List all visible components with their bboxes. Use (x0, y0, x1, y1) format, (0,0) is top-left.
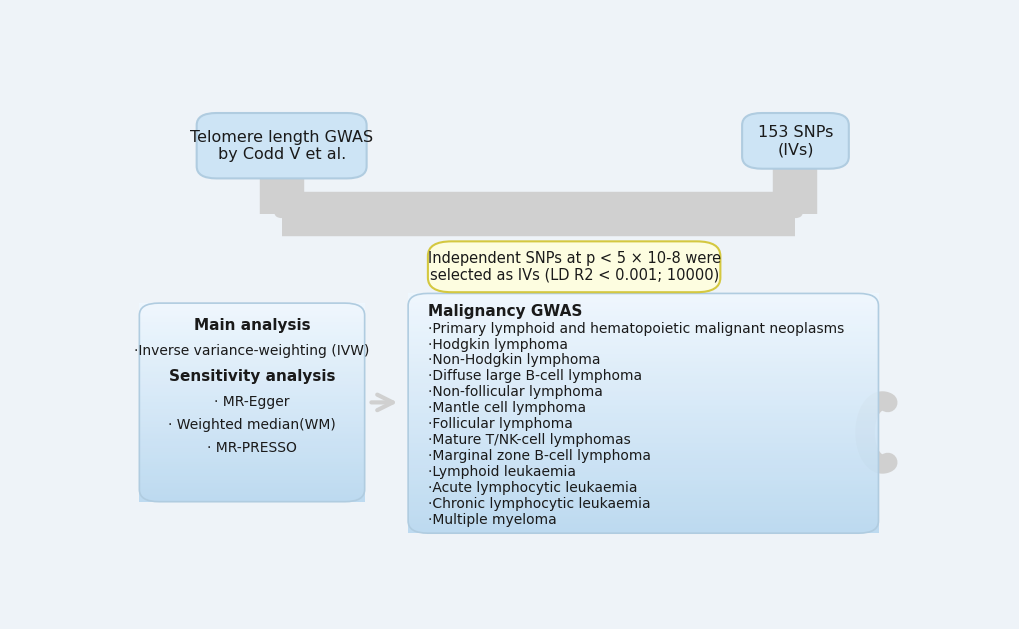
Text: ·Multiple myeloma: ·Multiple myeloma (428, 513, 556, 527)
Text: · Weighted median(WM): · Weighted median(WM) (168, 418, 335, 432)
Text: ·Acute lymphocytic leukaemia: ·Acute lymphocytic leukaemia (428, 481, 637, 496)
Text: ·Mantle cell lymphoma: ·Mantle cell lymphoma (428, 401, 586, 415)
Text: Malignancy GWAS: Malignancy GWAS (428, 304, 582, 319)
Text: Independent SNPs at p < 5 × 10-8 were
selected as IVs (LD R2 < 0.001; 10000): Independent SNPs at p < 5 × 10-8 were se… (427, 250, 720, 283)
Text: ·Primary lymphoid and hematopoietic malignant neoplasms: ·Primary lymphoid and hematopoietic mali… (428, 321, 844, 335)
Text: ·Mature T/NK-cell lymphomas: ·Mature T/NK-cell lymphomas (428, 433, 630, 447)
Text: ·Non-Hodgkin lymphoma: ·Non-Hodgkin lymphoma (428, 353, 600, 367)
Text: ·Inverse variance-weighting (IVW): ·Inverse variance-weighting (IVW) (135, 344, 369, 359)
Text: ·Chronic lymphocytic leukaemia: ·Chronic lymphocytic leukaemia (428, 498, 650, 511)
Text: ·Diffuse large B-cell lymphoma: ·Diffuse large B-cell lymphoma (428, 369, 641, 384)
Circle shape (275, 209, 287, 218)
Text: · MR-PRESSO: · MR-PRESSO (207, 441, 297, 455)
Text: Telomere length GWAS
by Codd V et al.: Telomere length GWAS by Codd V et al. (190, 130, 373, 162)
Text: Main analysis: Main analysis (194, 318, 310, 333)
Text: 153 SNPs
(IVs): 153 SNPs (IVs) (757, 125, 833, 157)
Circle shape (789, 209, 801, 218)
Text: ·Lymphoid leukaemia: ·Lymphoid leukaemia (428, 465, 576, 479)
Text: ·Hodgkin lymphoma: ·Hodgkin lymphoma (428, 338, 568, 352)
FancyBboxPatch shape (197, 113, 366, 179)
Text: · MR-Egger: · MR-Egger (214, 394, 289, 409)
FancyBboxPatch shape (428, 242, 719, 292)
FancyBboxPatch shape (742, 113, 848, 169)
Text: ·Follicular lymphoma: ·Follicular lymphoma (428, 418, 573, 431)
Text: ·Marginal zone B-cell lymphoma: ·Marginal zone B-cell lymphoma (428, 449, 650, 464)
Text: ·Non-follicular lymphoma: ·Non-follicular lymphoma (428, 386, 602, 399)
Text: Sensitivity analysis: Sensitivity analysis (168, 369, 335, 384)
